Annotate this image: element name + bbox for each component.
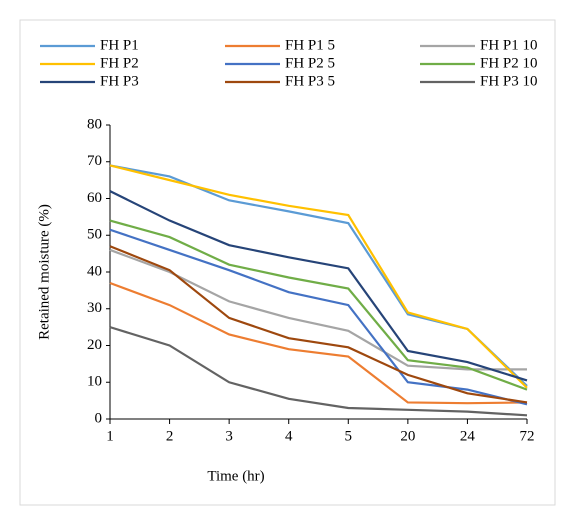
series-line: [109, 281, 528, 405]
x-tick-label: 1: [106, 428, 114, 444]
y-tick-label: 70: [87, 153, 102, 169]
legend-label: FH P1: [100, 37, 139, 53]
x-tick-label: 4: [285, 428, 293, 444]
series-line: [109, 326, 528, 417]
y-tick-label: 60: [87, 190, 102, 206]
x-tick-label: 72: [520, 428, 535, 444]
x-tick-label: 5: [345, 428, 353, 444]
y-tick-label: 0: [95, 410, 103, 426]
series-line: [109, 228, 528, 406]
y-tick-label: 50: [87, 227, 102, 243]
legend-label: FH P3 10: [480, 73, 538, 89]
x-tick-label: 24: [460, 428, 476, 444]
y-tick-label: 20: [87, 337, 102, 353]
chart-frame: [19, 19, 556, 506]
series-line: [109, 219, 528, 391]
legend-label: FH P1 10: [480, 37, 538, 53]
series-line: [109, 164, 528, 389]
y-tick-label: 80: [87, 116, 102, 132]
x-tick-label: 3: [225, 428, 233, 444]
legend-label: FH P1 5: [285, 37, 335, 53]
legend-label: FH P3 5: [285, 73, 335, 89]
legend-label: FH P3: [100, 73, 139, 89]
y-axis-title: Retained moisture (%): [36, 204, 52, 340]
x-tick-label: 2: [166, 428, 174, 444]
y-tick-label: 10: [87, 374, 102, 390]
series-line: [109, 190, 528, 382]
x-tick-label: 20: [400, 428, 415, 444]
legend-label: FH P2: [100, 55, 139, 71]
legend-label: FH P2 10: [480, 55, 538, 71]
y-tick-label: 30: [87, 300, 102, 316]
legend-label: FH P2 5: [285, 55, 335, 71]
y-tick-label: 40: [87, 263, 102, 279]
x-axis-title: Time (hr): [207, 468, 264, 484]
series-line: [109, 245, 528, 404]
